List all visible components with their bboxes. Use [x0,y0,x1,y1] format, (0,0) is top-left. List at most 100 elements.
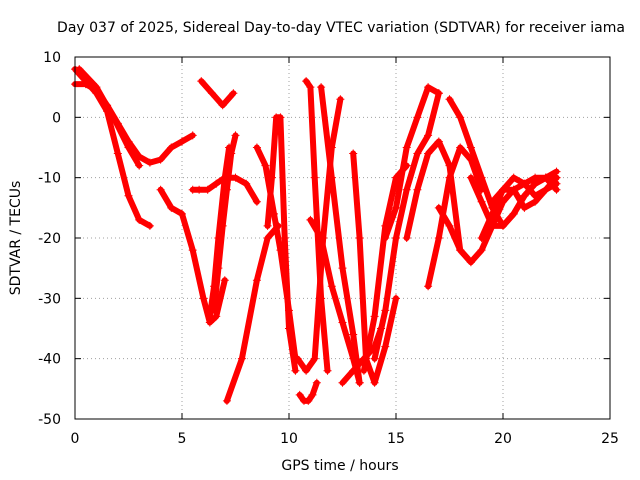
data-point [392,294,400,303]
data-point [229,89,238,98]
data-point [349,149,358,158]
data-point [477,246,486,255]
data-point [81,80,90,89]
data-point [145,158,154,167]
data-point [205,312,214,321]
data-point [302,77,311,86]
x-tick-label: 25 [601,431,619,447]
data-point [355,378,364,387]
data-point [520,203,529,212]
data-point [477,197,486,206]
data-point [231,131,240,140]
data-point [197,77,206,86]
y-tick-label: -40 [38,352,61,368]
data-point [327,282,336,291]
data-point [308,390,317,399]
data-point [338,264,347,273]
data-point [306,215,315,224]
x-tick-label: 5 [178,431,187,447]
series-arc-6 [197,77,238,110]
data-point [370,378,379,387]
data-point [291,366,300,375]
data-point [402,185,411,194]
series-arc-9 [222,221,283,405]
data-point [323,366,332,375]
y-tick-label: -20 [38,231,61,247]
data-point [434,203,443,212]
data-point [225,143,234,152]
data-point [355,234,364,242]
data-point [552,173,561,182]
data-point [109,113,118,122]
ticks: 0 5 10 15 20 25 10 0 -10 -20 -30 -40 -50 [38,50,619,447]
data-point [261,161,270,170]
data-point [222,396,231,405]
data-point [212,179,221,188]
data-point [263,221,272,230]
data-point [370,354,379,363]
data-point [220,173,229,182]
data-point [424,83,433,92]
data-point [317,234,326,242]
data-point [413,149,422,158]
data-point [381,234,390,242]
data-point [445,173,454,182]
data-point [231,173,240,182]
series-arc-10 [252,143,300,363]
data-point [285,324,293,333]
data-point [381,342,390,351]
data-point [188,131,197,140]
series-arc-1 [71,65,154,230]
series-arc-14 [302,77,332,375]
data-point [402,234,411,242]
data-point [207,89,216,98]
x-tick-label: 20 [494,431,512,447]
data-point [242,179,251,188]
data-point [456,143,465,152]
data-point [477,234,486,242]
data-point [312,378,321,387]
data-point [167,143,176,152]
data-point [310,354,319,363]
data-point [349,330,358,339]
y-tick-label: -30 [38,291,61,307]
data-point [276,113,285,122]
data-point [167,203,176,212]
data-point [156,155,165,164]
y-axis-title: SDTVAR / TECUs [8,181,24,296]
y-tick-label: 10 [43,50,61,66]
data-point [327,173,336,182]
data-point [156,185,165,194]
series-line [500,174,560,229]
data-point [338,378,347,387]
data-point [402,143,411,152]
data-point [424,149,433,158]
series-arc-3 [75,65,144,170]
data-point [392,234,400,242]
data-point [499,221,507,230]
data-point [92,83,101,92]
data-point [263,234,272,242]
y-tick-label: 0 [52,110,61,126]
data-point [237,354,246,363]
data-point [509,185,518,194]
data-point [349,366,358,375]
data-point [456,246,465,255]
data-point [124,143,133,152]
data-point [113,149,122,158]
data-point [370,312,379,321]
data-point [434,89,443,98]
data-point [531,197,540,206]
data-point [135,161,144,170]
data-point [466,258,475,267]
data-point [413,185,422,194]
data-point [531,179,540,188]
data-point [552,185,561,194]
series-line [350,150,399,386]
x-axis-title: GPS time / hours [281,458,398,474]
series-layer [71,65,561,405]
data-point [520,179,529,188]
chart-title: Day 037 of 2025, Sidereal Day-to-day VTE… [57,20,625,36]
data-point [359,366,368,375]
